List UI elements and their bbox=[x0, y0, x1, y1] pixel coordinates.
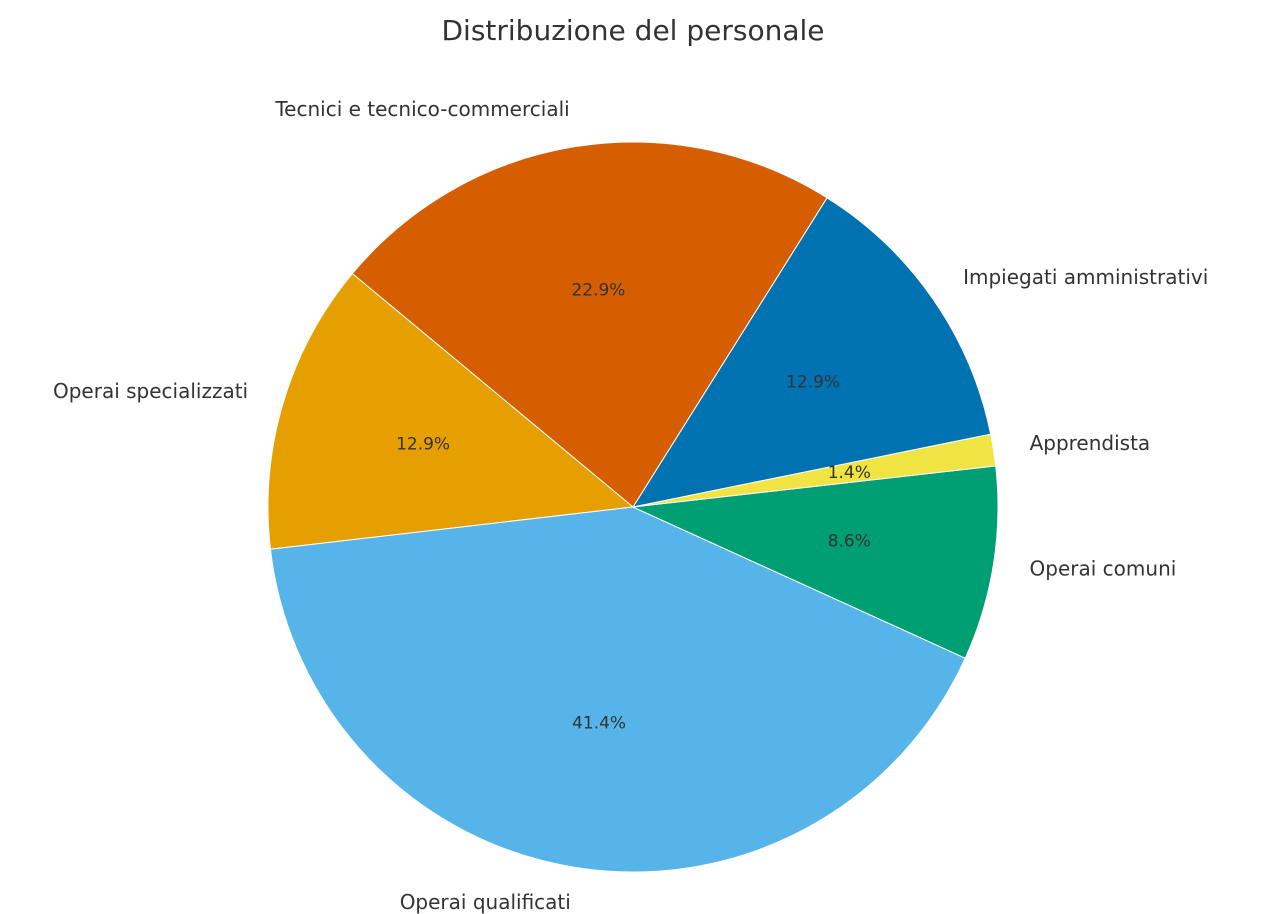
pie-slice bbox=[632, 433, 997, 508]
slice-label: Operai specializzati bbox=[53, 379, 248, 403]
pie-slice bbox=[269, 506, 966, 873]
pct-label: 12.9% bbox=[786, 372, 840, 392]
slice-label: Operai comuni bbox=[1030, 556, 1177, 580]
slice-label: Apprendista bbox=[1030, 431, 1151, 455]
pct-label: 12.9% bbox=[396, 435, 450, 455]
pie-slice bbox=[631, 465, 999, 659]
chart-title: Distribuzione del personale bbox=[441, 14, 824, 47]
slice-label: Tecnici e tecnico-commerciali bbox=[274, 97, 569, 121]
pct-label: 8.6% bbox=[828, 531, 871, 551]
pie-slice bbox=[267, 272, 635, 550]
pie-slice bbox=[351, 141, 828, 508]
pct-label: 1.4% bbox=[828, 463, 871, 483]
pct-label: 22.9% bbox=[571, 281, 625, 301]
slice-label: Impiegati amministrativi bbox=[963, 265, 1208, 289]
pct-label: 41.4% bbox=[572, 713, 626, 733]
pie-slice bbox=[631, 197, 992, 508]
slice-label: Operai qualificati bbox=[400, 890, 571, 914]
